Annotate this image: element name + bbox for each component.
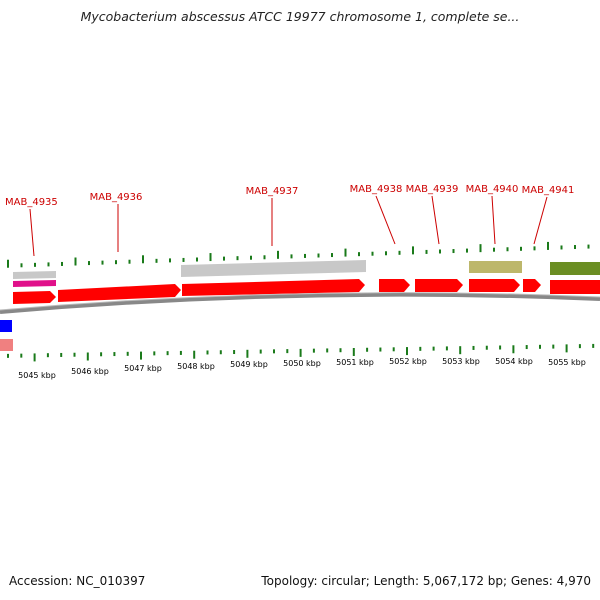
locus-tag-leader	[431, 195, 440, 245]
locus-tag-label[interactable]: MAB_4941	[522, 185, 575, 196]
feature-lane-upper	[13, 260, 600, 287]
map-title: Mycobacterium abscessus ATCC 19977 chrom…	[80, 9, 520, 24]
scale-label: 5054 kbp	[495, 357, 533, 366]
scale-label: 5050 kbp	[283, 359, 321, 368]
accession-text: Accession: NC_010397	[9, 574, 146, 588]
outer-tick-marks	[7, 241, 590, 268]
locus-tag-label[interactable]: MAB_4940	[466, 184, 519, 195]
scale-label: 5052 kbp	[389, 357, 427, 366]
genome-backbone-highlight	[0, 292, 600, 311]
scale-label: 5046 kbp	[71, 367, 109, 376]
cds-arrow-2[interactable]	[58, 284, 181, 302]
cds-lane	[13, 279, 600, 304]
locus-tag-label[interactable]: MAB_4938	[350, 184, 403, 195]
feature-grey-b[interactable]	[181, 260, 366, 277]
scale-label: 5045 kbp	[18, 371, 56, 380]
locus-tag-label[interactable]: MAB_4936	[90, 192, 143, 203]
locus-tag-leader	[375, 195, 396, 245]
feature-olive[interactable]	[550, 262, 600, 275]
scale-label: 5053 kbp	[442, 357, 480, 366]
locus-tag-label[interactable]: MAB_4935	[5, 197, 58, 208]
feature-pink[interactable]	[0, 339, 13, 351]
scale-layer: 5045 kbp 5046 kbp 5047 kbp 5048 kbp 5049 kbp…	[18, 357, 586, 380]
locus-tag-leader	[29, 208, 35, 257]
locus-tag-layer: MAB_4935 MAB_4936 MAB_4937 MAB_4938 MAB_4939…	[5, 184, 575, 257]
cds-arrow-6[interactable]	[469, 279, 520, 292]
scale-label: 5048 kbp	[177, 362, 215, 371]
feature-khaki[interactable]	[469, 261, 522, 273]
scale-label: 5047 kbp	[124, 364, 162, 373]
topology-text: Topology: circular; Length: 5,067,172 bp…	[261, 574, 591, 588]
locus-tag-leader	[533, 196, 548, 245]
scale-label: 5055 kbp	[548, 358, 586, 367]
cds-arrow-3[interactable]	[182, 279, 365, 296]
feature-blue[interactable]	[0, 320, 12, 332]
cds-arrow-8[interactable]	[550, 280, 600, 294]
feature-grey-a[interactable]	[13, 271, 56, 279]
inner-tick-marks	[7, 343, 595, 362]
genome-backbone	[0, 292, 600, 314]
cds-arrow-5[interactable]	[415, 279, 463, 292]
locus-tag-label[interactable]: MAB_4939	[406, 184, 459, 195]
feature-magenta[interactable]	[13, 280, 56, 287]
scale-label: 5051 kbp	[336, 358, 374, 367]
locus-tag-leader	[491, 195, 496, 245]
cds-arrow-7[interactable]	[523, 279, 541, 292]
scale-label: 5049 kbp	[230, 360, 268, 369]
locus-tag-label[interactable]: MAB_4937	[246, 186, 299, 197]
cds-arrow-4[interactable]	[379, 279, 410, 292]
cds-arrow-1[interactable]	[13, 291, 56, 304]
